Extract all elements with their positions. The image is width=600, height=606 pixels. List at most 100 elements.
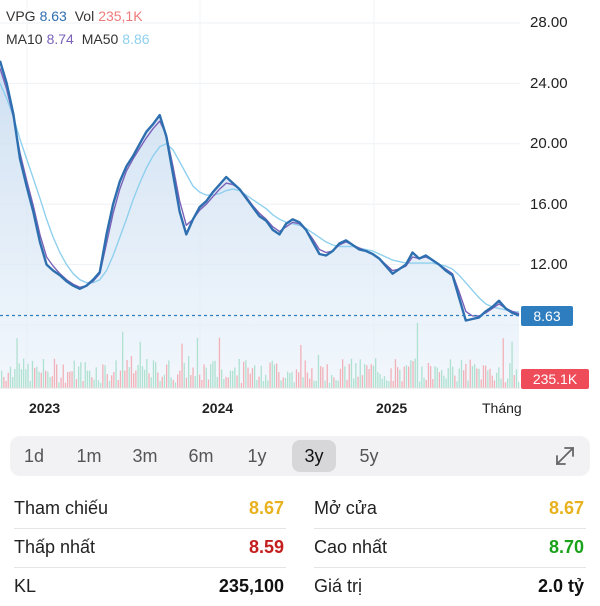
volume-bar	[185, 377, 188, 388]
volume-bar	[238, 359, 240, 388]
volume-bar	[405, 365, 408, 388]
volume-bar	[251, 368, 254, 388]
range-button-1m[interactable]: 1m	[76, 446, 102, 466]
volume-bar	[436, 367, 438, 388]
volume-bar	[348, 364, 350, 388]
ma50-value: 8.86	[122, 31, 150, 47]
volume-bar	[155, 362, 157, 388]
price-value: 8.63	[39, 8, 67, 24]
volume-bar	[394, 359, 397, 388]
volume-bar	[276, 363, 278, 388]
volume-bar	[73, 360, 75, 388]
symbol-label: VPG	[6, 8, 36, 24]
volume-bar	[3, 376, 5, 388]
volume-bar	[386, 380, 388, 388]
volume-bar	[172, 379, 174, 388]
volume-bar	[485, 365, 487, 388]
volume-bar	[344, 366, 346, 388]
volume-bar	[199, 374, 201, 388]
y-tick-label: 16.00	[530, 196, 568, 213]
volume-bar	[12, 377, 14, 388]
volume-bar	[234, 367, 236, 388]
volume-bar	[100, 382, 102, 388]
volume-bar	[306, 372, 309, 388]
volume-bar	[416, 322, 419, 388]
volume-bar	[31, 360, 34, 388]
volume-bar	[166, 364, 168, 388]
volume-bar	[364, 364, 366, 388]
volume-bar	[236, 375, 238, 388]
volume-bar	[113, 372, 115, 388]
volume-bar	[392, 381, 394, 388]
volume-bar	[317, 354, 320, 388]
volume-bar	[339, 368, 342, 388]
volume-bar	[245, 360, 247, 388]
expand-icon[interactable]	[554, 445, 576, 467]
volume-bar	[78, 366, 80, 388]
range-button-5y[interactable]: 5y	[359, 446, 379, 466]
volume-bar	[42, 359, 45, 388]
volume-bar	[108, 380, 111, 388]
volume-bar	[456, 381, 458, 388]
volume-bar	[25, 369, 27, 388]
stat-label-trade-value: Giá trị	[314, 576, 363, 596]
volume-bar	[89, 370, 91, 388]
volume-bar	[148, 373, 150, 388]
volume-bar	[262, 381, 265, 388]
stat-label-open: Mở cửa	[314, 498, 377, 518]
volume-bar	[179, 370, 181, 388]
stat-value-high: 8.70	[548, 537, 584, 557]
volume-bar	[313, 380, 315, 388]
volume-bar	[221, 369, 223, 388]
legend-moving-averages: MA10 8.74 MA50 8.86	[6, 31, 154, 47]
volume-bar	[309, 378, 311, 388]
volume-bar	[170, 377, 172, 388]
x-tick-label: 2023	[29, 400, 61, 416]
volume-bar	[130, 356, 133, 388]
volume-bar	[280, 380, 282, 388]
volume-bar	[188, 355, 190, 388]
volume-bar	[346, 379, 348, 388]
price-chart-svg[interactable]	[0, 0, 600, 425]
volume-bar	[430, 366, 432, 388]
volume-bar	[311, 368, 313, 388]
volume-bar	[174, 382, 177, 388]
volume-bar	[229, 370, 232, 388]
volume-bar	[355, 363, 357, 388]
x-tick-label: 2024	[202, 400, 234, 416]
range-selector: 1d 1m 3m 6m 1y 3y 5y	[10, 436, 590, 476]
divider	[314, 567, 586, 568]
volume-bar	[102, 364, 104, 388]
range-button-3m[interactable]: 3m	[132, 446, 158, 466]
volume-bar	[441, 370, 443, 388]
volume-bar	[414, 358, 416, 388]
stock-chart[interactable]: VPG 8.63 Vol 235,1K MA10 8.74 MA50 8.86 28.0…	[0, 0, 600, 425]
volume-bar	[465, 363, 467, 388]
volume-bar	[139, 341, 141, 388]
volume-bar	[383, 376, 386, 388]
volume-bar	[201, 379, 203, 388]
volume-bar	[328, 382, 331, 388]
volume-bar	[408, 366, 410, 388]
volume-bar	[183, 362, 185, 388]
volume-bar	[205, 367, 207, 388]
volume-bar	[476, 368, 478, 388]
volume-bar	[293, 382, 295, 388]
volume-bar	[359, 359, 361, 388]
range-button-6m[interactable]: 6m	[188, 446, 214, 466]
volume-bar	[425, 380, 427, 388]
volume-bar	[401, 381, 403, 388]
y-tick-label: 12.00	[530, 256, 568, 273]
x-tick-label: 2025	[376, 400, 408, 416]
volume-bar	[258, 376, 260, 388]
volume-bar	[60, 377, 62, 388]
range-button-1d[interactable]: 1d	[23, 446, 45, 466]
stat-label-high: Cao nhất	[314, 537, 388, 557]
volume-bar	[353, 378, 355, 388]
volume-bar	[443, 375, 445, 388]
range-button-1y[interactable]: 1y	[247, 446, 267, 466]
range-button-3y[interactable]: 3y	[292, 440, 336, 472]
stat-label-reference: Tham chiếu	[14, 498, 109, 518]
volume-bar	[504, 382, 507, 388]
volume-bar	[507, 378, 509, 388]
